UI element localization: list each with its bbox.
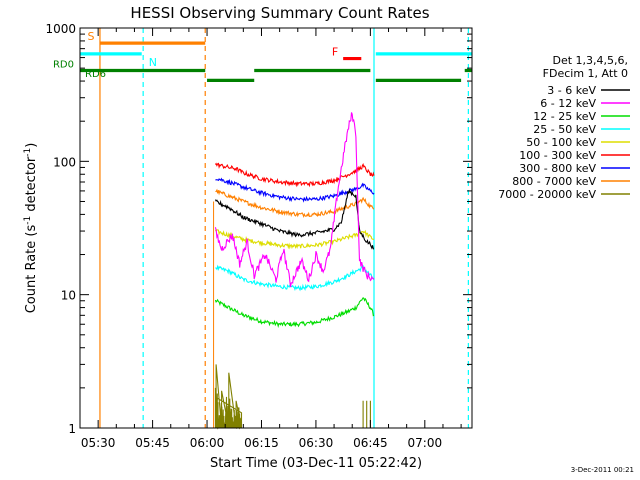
- y-tick-label-10: 10: [61, 289, 76, 303]
- series-7000-20000-kev: [214, 364, 371, 430]
- series-3-6-kev: [214, 188, 375, 250]
- series-25-50-kev: [215, 264, 375, 292]
- legend-label-25-50-kev: 25 - 50 keV: [533, 123, 596, 136]
- rd6-label: RD6: [85, 69, 106, 80]
- legend-label-300-800-kev: 300 - 800 keV: [519, 162, 596, 175]
- y-label-part-2: detector: [24, 156, 39, 216]
- plot-frame: [79, 27, 473, 429]
- legend-label-7000-20000-kev: 7000 - 20000 keV: [498, 188, 596, 201]
- series-6-12-kev: [214, 112, 375, 288]
- x-axis-ticks: 05:30 05:45 06:00 06:15 06:30 06:45 07:00: [81, 28, 462, 450]
- y-label-sup-2: -1: [23, 148, 33, 157]
- legend: Det 1,3,4,5,6, FDecim 1, Att 0 3 - 6 keV…: [498, 54, 630, 201]
- legend-label-6-12-kev: 6 - 12 keV: [540, 97, 596, 110]
- flag-label-s: S: [87, 30, 94, 43]
- y-tick-label-100: 100: [53, 155, 76, 169]
- series-50-100-kev: [214, 229, 374, 250]
- legend-label-3-6-kev: 3 - 6 keV: [547, 84, 596, 97]
- series-layer: [214, 112, 375, 430]
- y-axis-ticks: 1 10 100 1000: [45, 22, 472, 436]
- flag-bars: S N RD0 F: [53, 30, 472, 82]
- y-axis-label: Count Rate (s-1 detector-1): [23, 143, 39, 314]
- y-label-part-3: ): [24, 143, 39, 148]
- series-100-300-kev: [214, 162, 375, 188]
- legend-header-1: Det 1,3,4,5,6,: [552, 54, 628, 67]
- flag-label-rd0: RD0: [53, 60, 74, 71]
- x-tick-label-0615: 06:15: [244, 436, 279, 450]
- x-tick-label-0545: 05:45: [135, 436, 170, 450]
- legend-label-100-300-kev: 100 - 300 keV: [519, 149, 596, 162]
- x-tick-label-0700: 07:00: [408, 436, 443, 450]
- vertical-markers: [99, 28, 469, 428]
- y-label-sup-1: -1: [23, 216, 33, 225]
- x-tick-label-0530: 05:30: [81, 436, 116, 450]
- legend-label-50-100-kev: 50 - 100 keV: [526, 136, 596, 149]
- y-label-part-1: Count Rate (s: [24, 225, 39, 314]
- series-800-7000-kev: [215, 188, 375, 218]
- legend-header-2: FDecim 1, Att 0: [543, 67, 628, 80]
- flag-label-n: N: [149, 56, 157, 69]
- x-axis-label: Start Time (03-Dec-11 05:22:42): [210, 456, 422, 471]
- x-tick-label-0645: 06:45: [353, 436, 388, 450]
- series-12-25-kev: [214, 297, 375, 329]
- x-tick-label-0600: 06:00: [190, 436, 225, 450]
- flag-label-f: F: [332, 46, 338, 59]
- x-tick-label-0630: 06:30: [299, 436, 334, 450]
- y-tick-label-1000: 1000: [45, 22, 76, 36]
- legend-label-12-25-kev: 12 - 25 keV: [533, 110, 596, 123]
- date-stamp: 3-Dec-2011 00:21: [571, 466, 634, 474]
- legend-label-800-7000-kev: 800 - 7000 keV: [512, 175, 596, 188]
- chart-title: HESSI Observing Summary Count Rates: [130, 4, 429, 22]
- y-tick-label-1: 1: [68, 422, 76, 436]
